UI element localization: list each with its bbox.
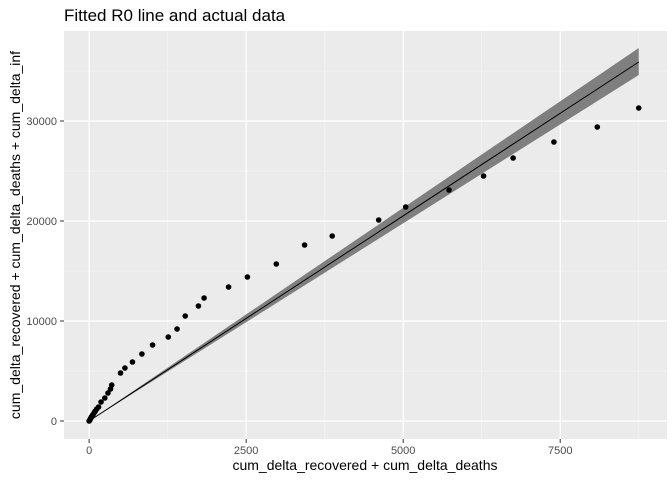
y-axis-title: cum_delta_recovered + cum_delta_deaths +… [7,51,23,419]
data-point [446,187,452,193]
data-point [551,139,557,145]
data-point [195,303,202,309]
data-point [201,295,207,301]
data-point [402,204,409,210]
x-tick-label: 2500 [234,445,258,457]
y-axis-ticks: 0 10000 20000 30000 [26,116,64,428]
data-points [86,105,642,424]
x-tick-label: 5000 [391,445,415,457]
data-point [122,365,128,371]
x-tick-label: 7500 [548,445,572,457]
data-point [95,404,102,410]
data-point [273,261,280,267]
data-point [301,242,308,248]
data-point [244,274,251,280]
data-point [174,326,180,332]
data-point [105,390,111,396]
data-point [102,395,108,401]
data-point [480,173,487,179]
data-point [108,382,115,388]
chart-title: Fitted R0 line and actual data [64,6,286,25]
y-tick-label: 30000 [26,116,57,128]
x-axis-ticks: 0 2500 5000 7500 [86,439,572,457]
y-tick-label: 0 [51,416,57,428]
data-point [117,370,124,376]
confidence-band [89,48,639,421]
data-point [149,342,156,348]
x-tick-label: 0 [86,445,92,457]
data-point [329,233,336,239]
x-axis-title: cum_delta_recovered + cum_delta_deaths [232,457,497,473]
data-point [165,334,172,340]
minor-gridlines [64,31,667,439]
data-point [98,399,104,405]
data-point [594,124,601,130]
data-point [375,217,382,223]
data-point [182,313,189,319]
data-point [139,351,145,357]
data-point [225,284,232,290]
y-tick-label: 10000 [26,316,57,328]
data-point [510,155,516,161]
y-tick-label: 20000 [26,216,57,228]
fitted-line [88,61,640,422]
data-point [635,105,642,111]
data-point [129,359,136,365]
major-gridlines [64,31,667,439]
